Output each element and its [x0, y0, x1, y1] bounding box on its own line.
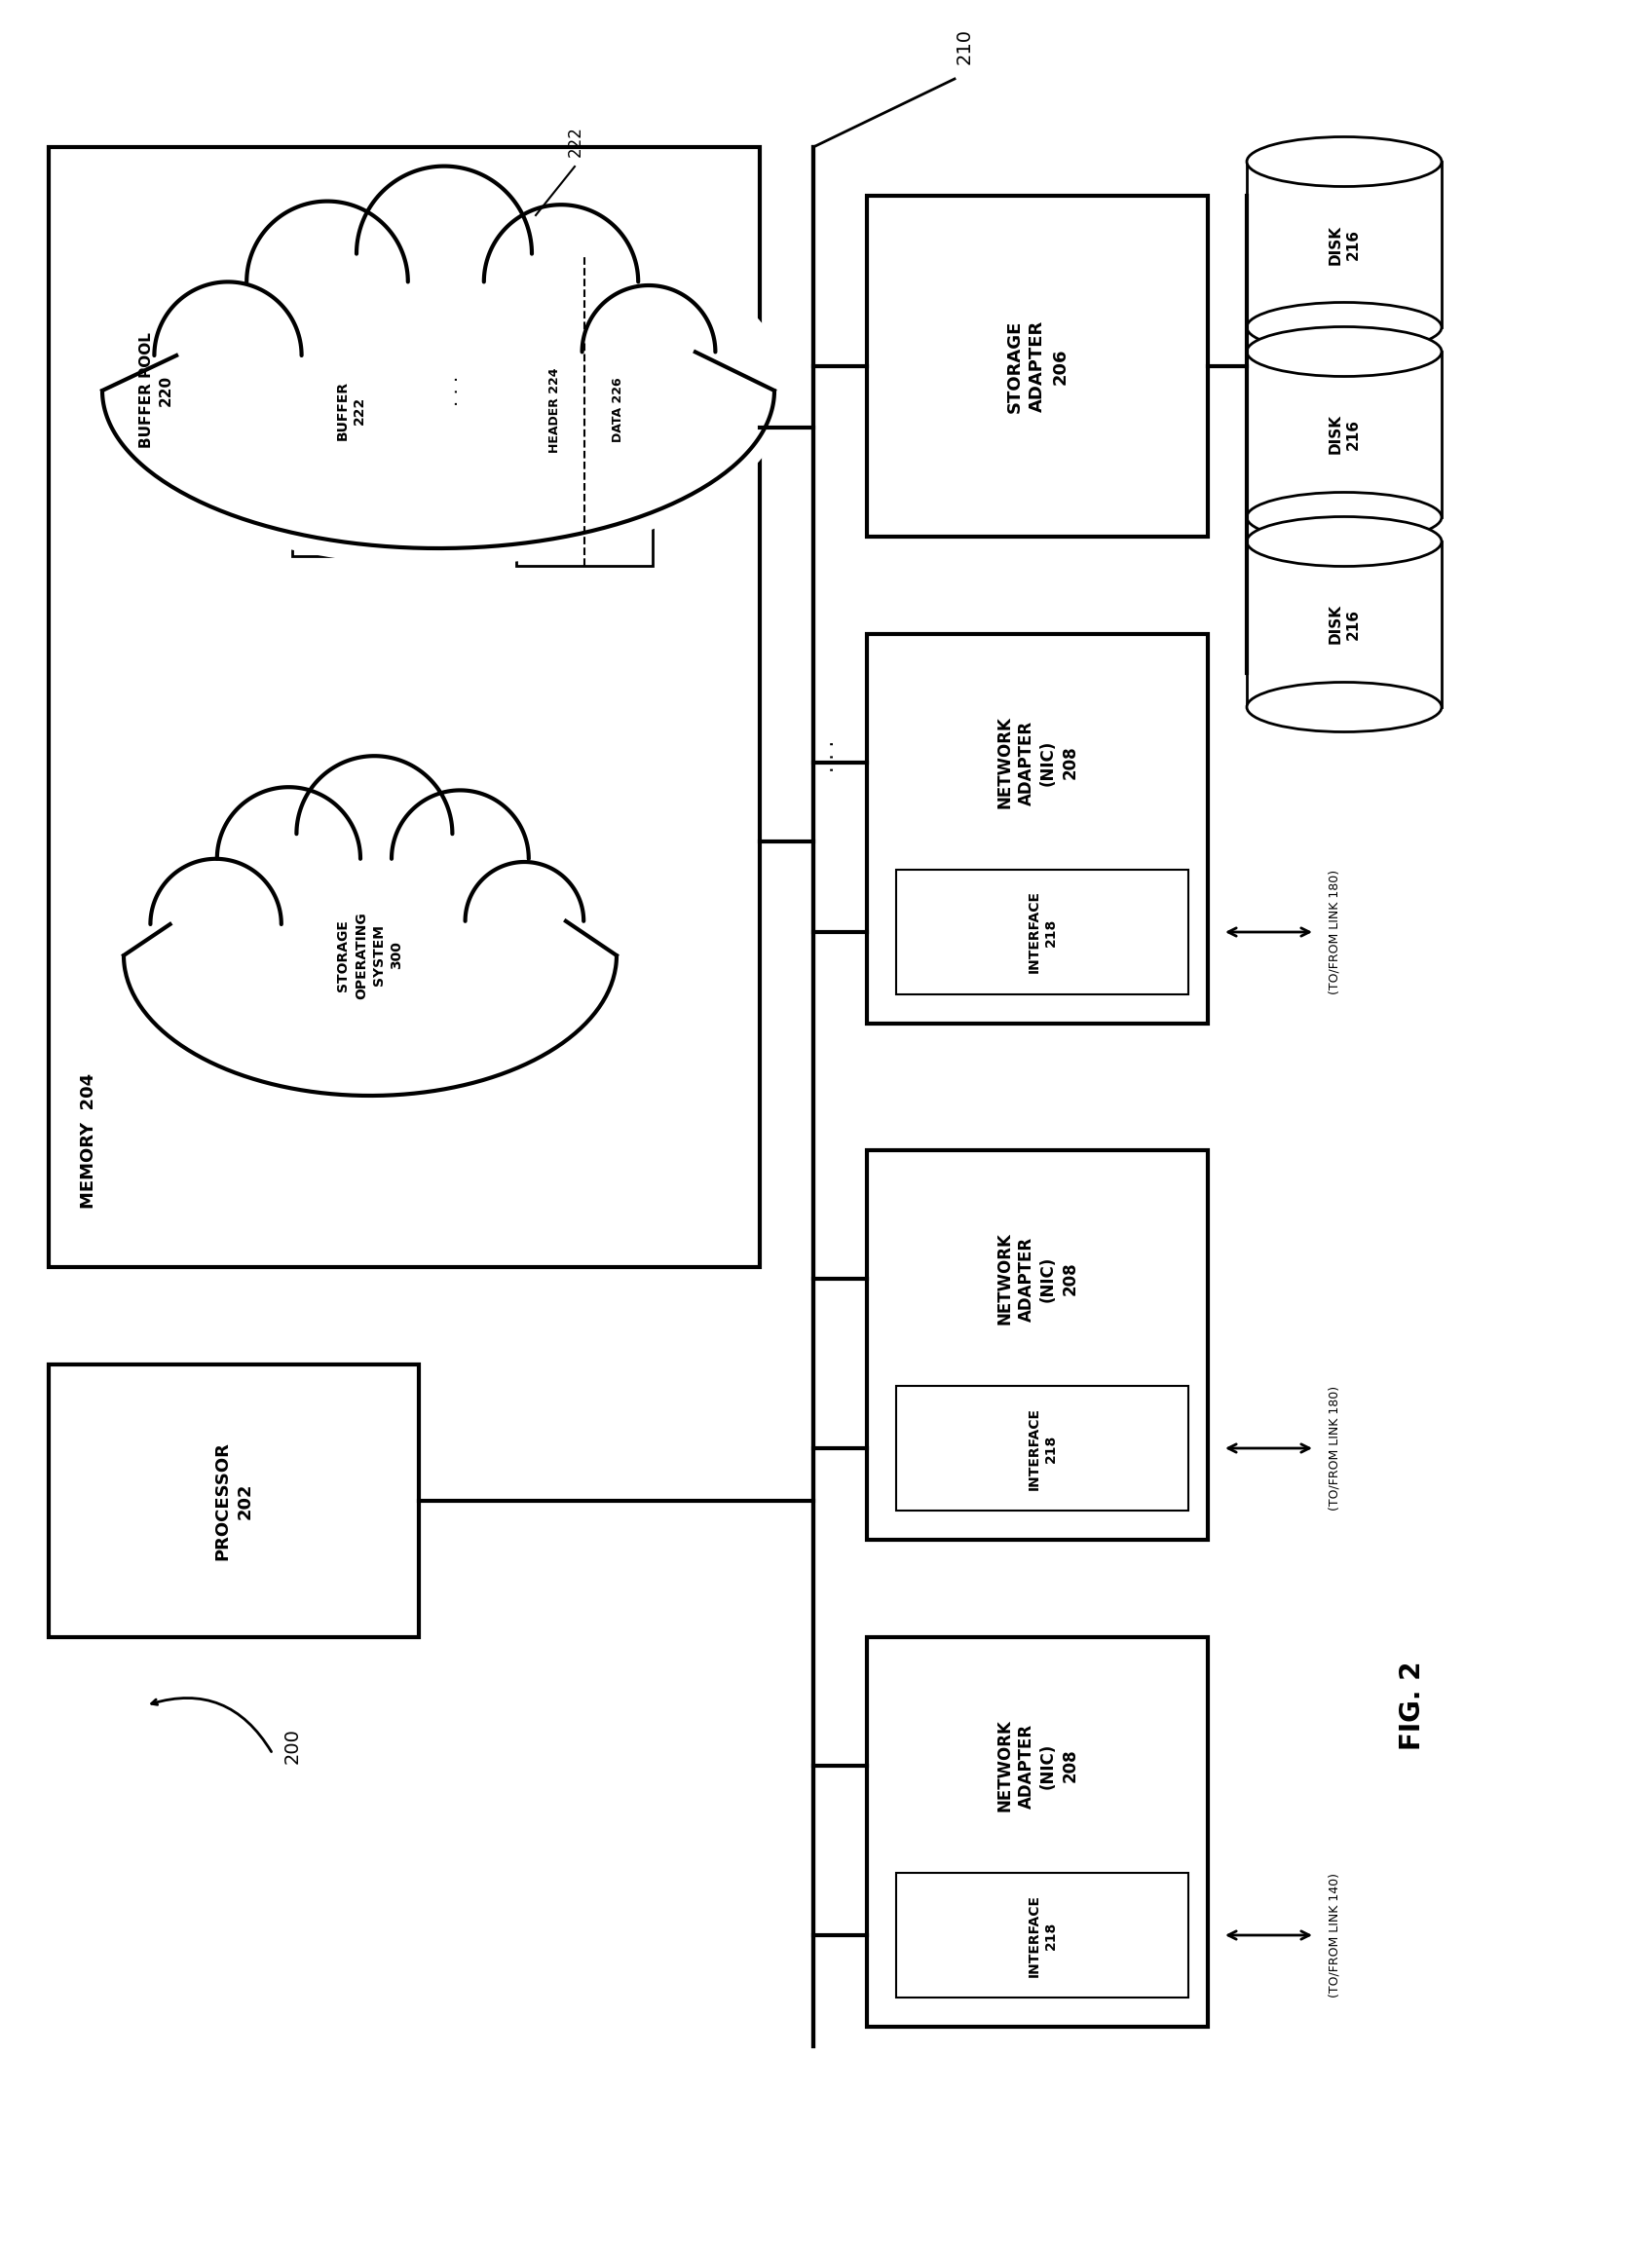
- Text: INTERFACE
218: INTERFACE 218: [1028, 1894, 1057, 1977]
- Text: INTERFACE
218: INTERFACE 218: [1028, 890, 1057, 973]
- Circle shape: [582, 285, 715, 419]
- Circle shape: [154, 282, 302, 428]
- Ellipse shape: [1247, 327, 1442, 376]
- Text: NETWORK
ADAPTER
(NIC)
208: NETWORK ADAPTER (NIC) 208: [996, 1233, 1079, 1324]
- Text: 200: 200: [282, 1728, 301, 1764]
- Text: PROCESSOR
202: PROCESSOR 202: [213, 1441, 254, 1560]
- Text: (TO/FROM LINK 140): (TO/FROM LINK 140): [1328, 1873, 1341, 1997]
- Text: (TO/FROM LINK 180): (TO/FROM LINK 180): [1328, 870, 1341, 995]
- Text: 210: 210: [955, 29, 975, 65]
- Text: DISK
216: DISK 216: [1328, 605, 1361, 643]
- Bar: [867, 195, 1208, 536]
- Circle shape: [216, 787, 360, 930]
- Text: FIG. 2: FIG. 2: [1399, 1661, 1426, 1750]
- Circle shape: [357, 166, 532, 341]
- Text: DATA 226: DATA 226: [613, 376, 624, 441]
- Text: INTERFACE
218: INTERFACE 218: [1028, 1407, 1057, 1490]
- Bar: [1247, 542, 1442, 708]
- Circle shape: [246, 202, 408, 363]
- Ellipse shape: [1247, 303, 1442, 352]
- Text: . . .: . . .: [444, 374, 463, 406]
- Bar: [48, 148, 760, 1266]
- Text: STORAGE
OPERATING
SYSTEM
300: STORAGE OPERATING SYSTEM 300: [337, 912, 403, 999]
- Bar: [895, 1385, 1188, 1510]
- Bar: [867, 1638, 1208, 2026]
- Bar: [48, 1365, 420, 1638]
- Ellipse shape: [117, 242, 760, 540]
- Text: DISK
216: DISK 216: [1328, 415, 1361, 455]
- Text: BUFFER POOL
220: BUFFER POOL 220: [139, 332, 173, 448]
- Bar: [1247, 352, 1442, 518]
- Text: NETWORK
ADAPTER
(NIC)
208: NETWORK ADAPTER (NIC) 208: [996, 717, 1079, 809]
- Ellipse shape: [1247, 493, 1442, 542]
- Bar: [867, 1150, 1208, 1540]
- Circle shape: [150, 858, 281, 991]
- Text: (TO/FROM LINK 180): (TO/FROM LINK 180): [1328, 1385, 1341, 1510]
- Bar: [515, 253, 653, 565]
- Text: HEADER 224: HEADER 224: [548, 368, 560, 453]
- Text: . . .: . . .: [818, 740, 838, 771]
- Circle shape: [392, 791, 529, 928]
- Bar: [895, 870, 1188, 995]
- Ellipse shape: [112, 800, 628, 1112]
- Bar: [292, 264, 410, 556]
- Bar: [895, 1873, 1188, 1997]
- Ellipse shape: [1247, 137, 1442, 186]
- Ellipse shape: [1247, 518, 1442, 567]
- Text: STORAGE
ADAPTER
206: STORAGE ADAPTER 206: [1006, 320, 1069, 412]
- Ellipse shape: [88, 215, 790, 565]
- Bar: [1247, 161, 1442, 327]
- Circle shape: [484, 204, 638, 359]
- Bar: [867, 634, 1208, 1024]
- Ellipse shape: [134, 822, 606, 1087]
- Text: MEMORY  204: MEMORY 204: [79, 1073, 97, 1208]
- Ellipse shape: [1247, 681, 1442, 733]
- Text: DISK
216: DISK 216: [1328, 224, 1361, 264]
- Circle shape: [466, 863, 583, 979]
- Text: NETWORK
ADAPTER
(NIC)
208: NETWORK ADAPTER (NIC) 208: [996, 1719, 1079, 1813]
- Circle shape: [296, 755, 453, 912]
- Text: BUFFER
222: BUFFER 222: [335, 381, 365, 439]
- Text: 222: 222: [567, 125, 585, 157]
